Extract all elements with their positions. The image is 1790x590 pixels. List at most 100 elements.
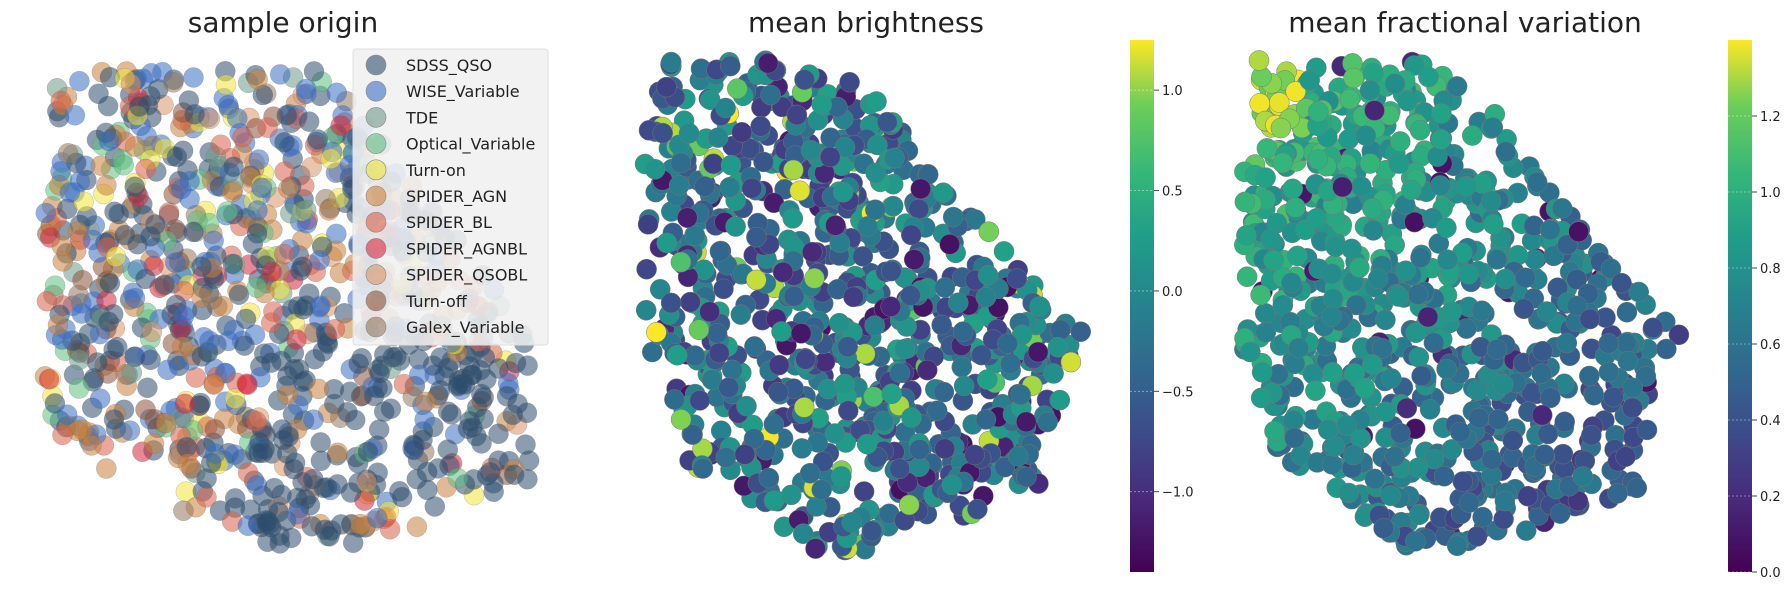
scatter-point [257, 117, 278, 138]
scatter-point [786, 104, 808, 126]
scatter-point [236, 373, 258, 394]
scatter-point [824, 423, 846, 444]
scatter-point [736, 395, 757, 417]
scatter-point [174, 393, 196, 415]
colorbar-tick-label: 0.4 [1760, 414, 1781, 429]
legend-item: SPIDER_BL [365, 211, 492, 233]
scatter-point [50, 90, 72, 112]
scatter-point [69, 70, 90, 92]
scatter-point [1043, 363, 1064, 384]
scatter-point [237, 515, 259, 537]
scatter-point [791, 438, 813, 459]
scatter-point [1388, 153, 1410, 174]
scatter-point [1411, 365, 1432, 387]
scatter-point [113, 154, 134, 176]
scatter-point [837, 336, 858, 357]
scatter-point [1375, 309, 1396, 331]
scatter-point [715, 97, 736, 119]
scatter-point [1388, 286, 1409, 307]
scatter-point [975, 286, 997, 308]
scatter-point [222, 181, 243, 203]
scatter-point [204, 418, 226, 440]
scatter-point [393, 373, 415, 395]
scatter-point [171, 178, 192, 200]
scatter-point [68, 284, 89, 306]
scatter-point [750, 116, 771, 137]
scatter-point [424, 496, 446, 517]
scatter-point [1423, 332, 1445, 354]
scatter-point [1354, 377, 1376, 399]
scatter-point [173, 500, 194, 521]
scatter-point [98, 311, 119, 333]
scatter-point [1250, 284, 1271, 306]
scatter-point [636, 258, 657, 280]
scatter-point [688, 319, 710, 340]
scatter-point [1338, 482, 1359, 504]
scatter-point [257, 531, 278, 552]
scatter-point [246, 223, 268, 244]
scatter-point [310, 432, 331, 453]
scatter-point [1016, 466, 1037, 488]
scatter-point [1359, 79, 1381, 101]
scatter-point [280, 527, 302, 549]
scatter-point [1283, 410, 1304, 431]
scatter-point [909, 439, 930, 460]
scatter-point [1466, 380, 1488, 401]
scatter-point [301, 156, 322, 178]
scatter-point [800, 140, 822, 161]
scatter-point [814, 351, 836, 373]
legend-label: Turn-off [405, 292, 468, 311]
scatter-point [234, 335, 255, 356]
scatter-point [790, 323, 812, 344]
scatter-point [880, 296, 901, 317]
scatter-point [854, 343, 876, 365]
scatter-point [898, 494, 920, 516]
scatter-point [47, 314, 69, 336]
scatter-point [1441, 301, 1463, 322]
scatter-point [753, 151, 774, 173]
legend-label: SDSS_QSO [406, 56, 492, 76]
scatter-point [783, 159, 804, 181]
scatter-point [782, 208, 804, 229]
scatter-point [56, 404, 78, 425]
scatter-point [447, 375, 469, 397]
scatter-point [1427, 146, 1448, 167]
scatter-point [746, 269, 767, 291]
scatter-point [228, 284, 250, 305]
scatter-point [1549, 503, 1571, 524]
scatter-point [1264, 420, 1285, 442]
scatter-point [496, 386, 518, 407]
scatter-point [1375, 401, 1396, 423]
scatter-point [199, 330, 220, 352]
scatter-point [1336, 415, 1357, 436]
scatter-point [865, 199, 886, 220]
scatter-point [1642, 317, 1664, 339]
legend-item: SPIDER_QSOBL [365, 264, 527, 286]
scatter-point [1250, 387, 1272, 409]
scatter-point [1240, 341, 1261, 363]
scatter-point [183, 67, 204, 88]
scatter-point [642, 341, 663, 363]
scatter-point [953, 375, 975, 397]
scatter-point [273, 243, 295, 265]
scatter-point [792, 523, 814, 544]
legend-label: Optical_Variable [406, 135, 535, 155]
scatter-point [722, 359, 743, 381]
scatter-point [437, 401, 459, 422]
scatter-point [1322, 362, 1343, 383]
scatter-point [1437, 249, 1458, 270]
scatter-point [760, 84, 781, 106]
colorbar-tick-label: 0.0 [1162, 285, 1183, 300]
scatter-point [649, 279, 671, 300]
scatter-point [1363, 220, 1384, 241]
scatter-point [1419, 399, 1441, 420]
scatter-point [295, 78, 317, 100]
scatter-point [910, 178, 931, 200]
scatter-point [725, 216, 746, 237]
scatter-point [124, 136, 146, 157]
scatter-point [934, 277, 956, 298]
scatter-point [173, 305, 195, 327]
scatter-point [1395, 260, 1416, 281]
scatter-points [1234, 50, 1690, 557]
scatter-point [1317, 419, 1339, 441]
